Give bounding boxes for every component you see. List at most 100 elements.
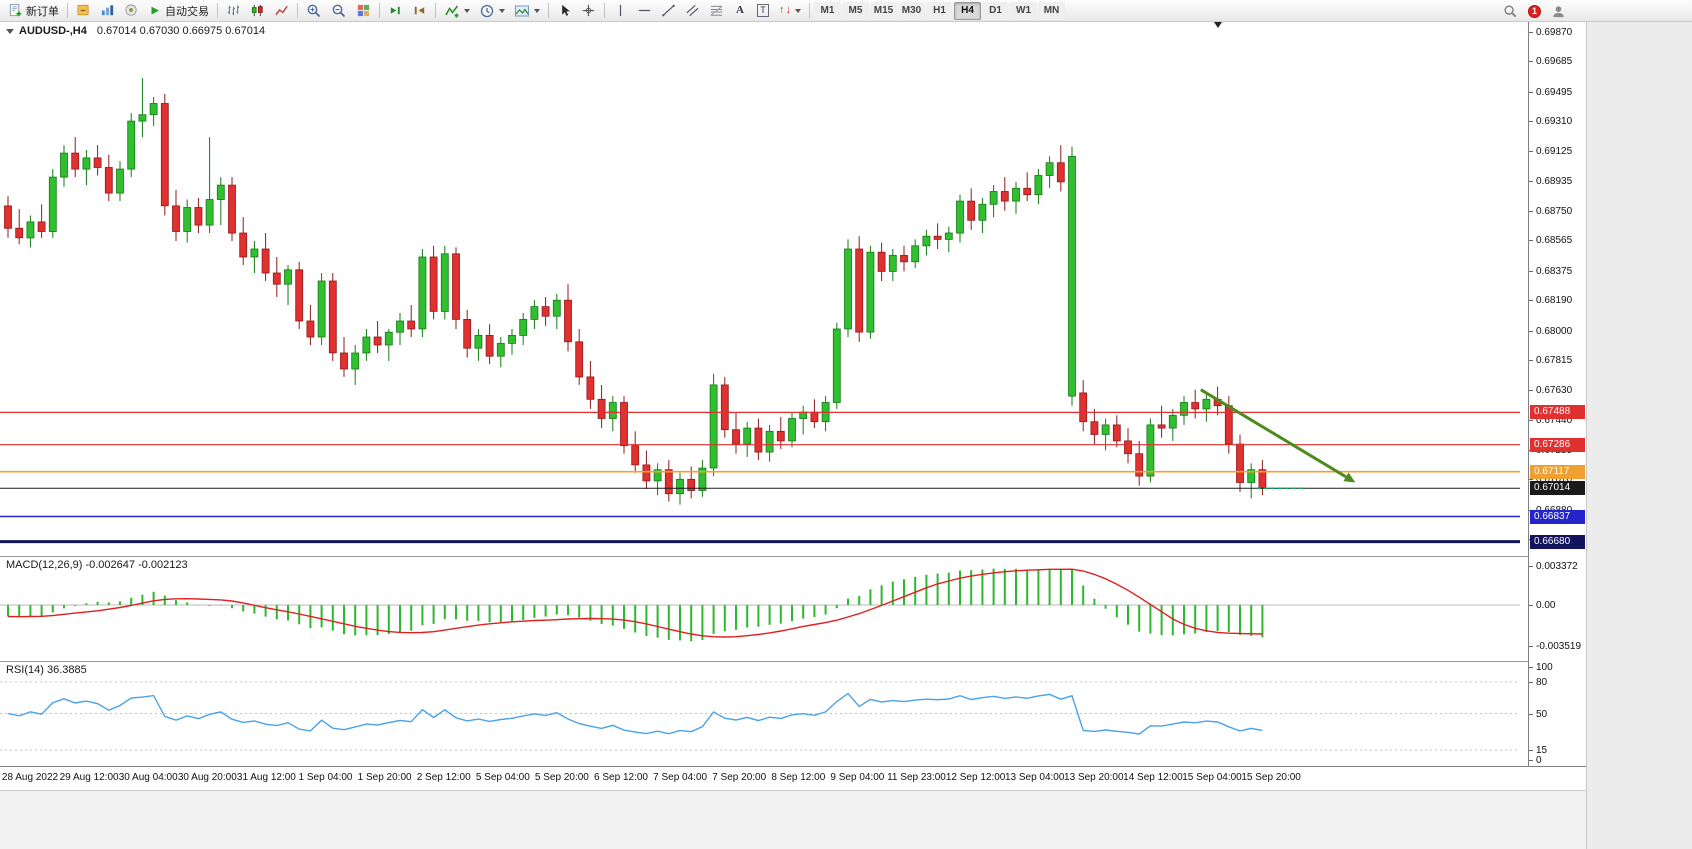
time-axis-label: 15 Sep 04:00	[1182, 772, 1242, 783]
autotrading-button[interactable]: 自动交易	[144, 1, 213, 21]
symbol-period-label: AUDUSD-,H4	[19, 25, 87, 37]
time-axis-label: 14 Sep 12:00	[1123, 772, 1183, 783]
price-tag: 0.67488	[1530, 405, 1585, 420]
rsi-header: RSI(14) 36.3885	[6, 664, 87, 676]
channel-button[interactable]	[681, 1, 704, 21]
price-tag: 0.66837	[1530, 509, 1585, 524]
zoom-in-button[interactable]	[302, 1, 326, 21]
axis-tick	[1529, 181, 1533, 183]
label-tool-button[interactable]: T	[752, 1, 774, 21]
timeframe-m15-button[interactable]: M15	[870, 1, 897, 20]
line-chart-button[interactable]	[270, 1, 293, 21]
zoom-in-icon	[307, 4, 321, 17]
strategy-tester-button[interactable]	[96, 1, 119, 21]
time-axis[interactable]: 28 Aug 2022 29 Aug 12:00 30 Aug 04:00 30 Au…	[0, 766, 1586, 790]
profile-button[interactable]	[1547, 1, 1570, 21]
templates-button[interactable]	[510, 1, 544, 21]
chart-shift-button[interactable]	[408, 1, 431, 21]
tile-windows-icon	[357, 4, 370, 17]
chart-title: AUDUSD-,H4 0.67014 0.67030 0.66975 0.6701…	[6, 25, 265, 37]
metaeditor-icon	[77, 4, 89, 16]
time-axis-label: 9 Sep 04:00	[830, 772, 885, 783]
auto-scroll-button[interactable]	[384, 1, 407, 21]
rsi-pane: RSI(14) 36.3885	[0, 661, 1528, 766]
cursor-button[interactable]	[553, 1, 576, 21]
community-button[interactable]	[120, 1, 143, 21]
dropdown-caret	[464, 8, 470, 13]
periods-button[interactable]	[475, 1, 509, 21]
right-gutter	[1586, 22, 1692, 849]
arrows-tool-button[interactable]: ↑ ↓	[775, 1, 805, 21]
timeframe-w1-button[interactable]: W1	[1010, 1, 1037, 20]
timeframe-m1-button[interactable]: M1	[814, 1, 841, 20]
price-axis-label: 0.68750	[1536, 205, 1573, 217]
price-axis-label: 0.69310	[1536, 116, 1573, 128]
timeframe-mn-button[interactable]: MN	[1038, 1, 1065, 20]
rsi-plot[interactable]	[0, 661, 1528, 766]
candlestick-chart-button[interactable]	[246, 1, 269, 21]
timeframe-d1-button[interactable]: D1	[982, 1, 1009, 20]
axis-tick	[1529, 330, 1533, 332]
price-tag: 0.67014	[1530, 481, 1585, 496]
chart-shift-marker[interactable]	[1213, 22, 1222, 28]
zoom-out-button[interactable]	[327, 1, 351, 21]
fibonacci-icon	[710, 5, 723, 16]
time-axis-label: 13 Sep 20:00	[1064, 772, 1124, 783]
axis-tick	[1529, 61, 1533, 63]
price-axis-label: 0.69125	[1536, 145, 1573, 157]
time-axis-label: 8 Sep 12:00	[771, 772, 826, 783]
pane-divider[interactable]	[0, 661, 1586, 662]
candlestick-plot[interactable]	[0, 22, 1528, 556]
time-axis-label: 1 Sep 20:00	[357, 772, 412, 783]
timeframe-h4-button[interactable]: H4	[954, 1, 981, 20]
trendline-button[interactable]	[657, 1, 680, 21]
price-axis[interactable]: 0.69870 0.69685 0.69495 0.69310 0.69125 0.689…	[1528, 22, 1586, 790]
fibonacci-button[interactable]	[705, 1, 728, 21]
search-button[interactable]	[1499, 1, 1522, 21]
price-axis-label: 0.69685	[1536, 56, 1573, 68]
macd-plot[interactable]	[0, 556, 1528, 661]
text-tool-button[interactable]: A	[729, 1, 751, 21]
indicators-button[interactable]	[440, 1, 474, 21]
macd-axis-label: 0.00	[1536, 600, 1556, 611]
dropdown-caret	[534, 8, 540, 13]
time-axis-label: 2 Sep 12:00	[416, 772, 471, 783]
toolbar-separator	[809, 3, 810, 18]
toolbar-separator	[297, 3, 298, 18]
time-axis-label: 30 Aug 20:00	[177, 772, 237, 783]
notification-badge[interactable]: 1	[1527, 4, 1541, 18]
macd-axis-label: -0.003519	[1536, 641, 1582, 653]
time-axis-label: 30 Aug 04:00	[118, 772, 178, 783]
one-click-trading-icon[interactable]	[6, 29, 14, 34]
new-order-icon	[9, 3, 22, 17]
price-pane: AUDUSD-,H4 0.67014 0.67030 0.66975 0.6701…	[0, 22, 1528, 556]
tile-windows-button[interactable]	[352, 1, 375, 21]
toolbar-separator	[435, 3, 436, 18]
vertical-line-button[interactable]	[609, 1, 632, 21]
horizontal-line-button[interactable]	[633, 1, 656, 21]
periods-clock-icon	[480, 4, 494, 17]
price-axis-label: 0.68565	[1536, 235, 1573, 247]
axis-tick	[1529, 565, 1533, 567]
new-order-button[interactable]: 新订单	[4, 1, 63, 21]
axis-tick	[1529, 150, 1533, 152]
toolbar-separator	[604, 3, 605, 18]
bar-chart-icon	[227, 5, 240, 16]
axis-tick	[1529, 210, 1533, 212]
axis-tick	[1529, 750, 1533, 752]
time-axis-label: 12 Sep 12:00	[945, 772, 1006, 783]
axis-tick	[1529, 479, 1533, 481]
autotrading-icon	[151, 6, 159, 14]
metaeditor-button[interactable]	[72, 1, 95, 21]
timeframe-h1-button[interactable]: H1	[926, 1, 953, 20]
time-axis-label: 29 Aug 12:00	[59, 772, 119, 783]
pane-divider[interactable]	[0, 556, 1586, 557]
crosshair-button[interactable]	[577, 1, 600, 21]
timeframe-m5-button[interactable]: M5	[842, 1, 869, 20]
time-axis-label: 28 Aug 2022	[1, 772, 59, 783]
window-bottom-filler	[0, 790, 1586, 849]
timeframe-m30-button[interactable]: M30	[898, 1, 925, 20]
strategy-tester-icon	[101, 5, 114, 16]
bar-chart-button[interactable]	[222, 1, 245, 21]
